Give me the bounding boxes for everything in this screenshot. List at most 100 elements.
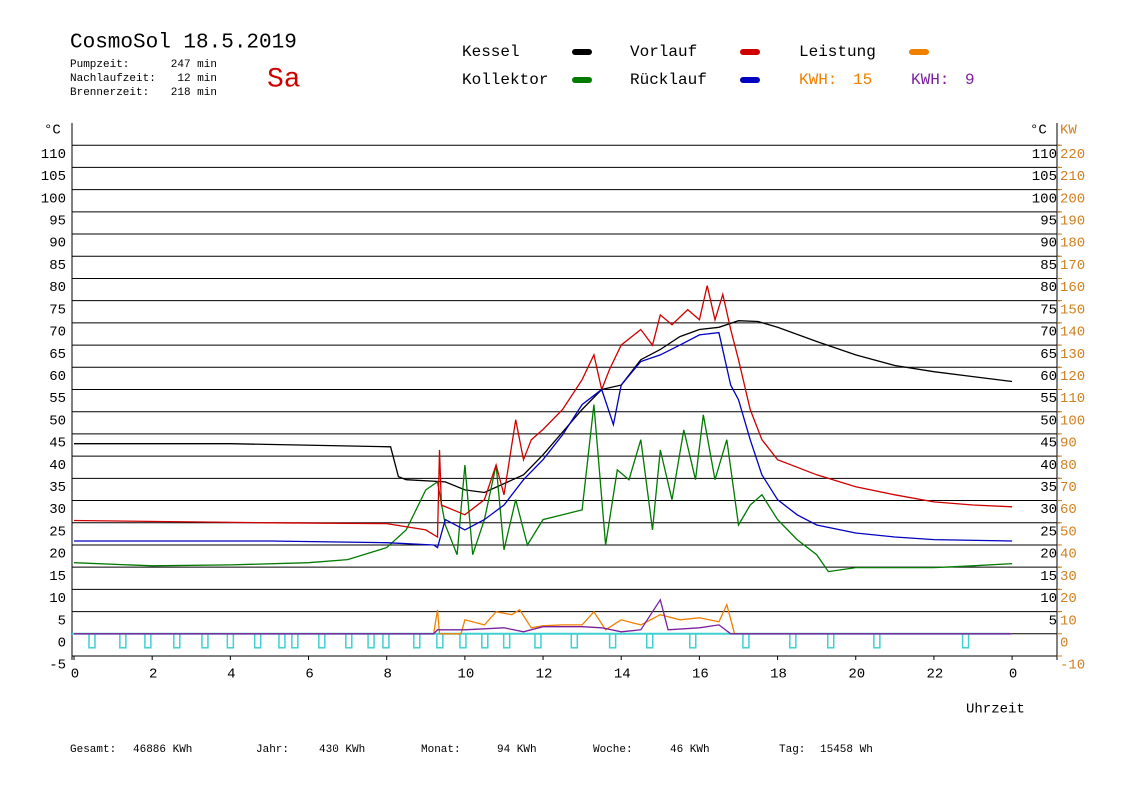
y2-tick-label: 190 <box>1060 214 1085 230</box>
y-unit: °C <box>44 123 61 139</box>
footer-label: Tag: <box>779 744 805 756</box>
y-tick-label: 0 <box>58 635 66 651</box>
y2-tick-label: 30 <box>1060 569 1077 585</box>
pump-marker <box>345 633 353 649</box>
y-tick-label: 70 <box>49 325 66 341</box>
y-tick-label-right: 50 <box>1040 413 1057 429</box>
y2-tick-label: 90 <box>1060 436 1077 452</box>
y-tick-label: 75 <box>49 302 66 318</box>
pump-marker <box>459 633 467 649</box>
stat-label: Nachlaufzeit: <box>70 73 156 85</box>
legend-label: Rücklauf <box>630 71 707 89</box>
footer-value: 15458 Wh <box>820 744 873 756</box>
y2-tick-label: 110 <box>1060 391 1085 407</box>
x-tick-label: 12 <box>536 667 553 683</box>
y-tick-label-right: 70 <box>1040 325 1057 341</box>
y2-tick-label: 40 <box>1060 547 1077 563</box>
pump-marker <box>88 633 96 649</box>
x-tick-label: 4 <box>227 667 235 683</box>
y-tick-label: 50 <box>49 413 66 429</box>
footer-value: 94 KWh <box>497 744 537 756</box>
pump-marker <box>291 633 299 649</box>
plot <box>72 285 1013 649</box>
x-tick-label: 2 <box>149 667 157 683</box>
series-line <box>74 331 1013 549</box>
y-tick-label: 25 <box>49 524 66 540</box>
y-tick-label: 15 <box>49 569 66 585</box>
series-line <box>73 285 1013 539</box>
series-line <box>74 602 1013 635</box>
series-line <box>74 598 1013 635</box>
y-tick-label-right: 95 <box>1040 214 1057 230</box>
y-tick-label-right: 85 <box>1040 258 1057 274</box>
y-tick-label: 90 <box>49 236 66 252</box>
pump-marker <box>253 633 262 649</box>
pump-marker <box>413 633 421 649</box>
y-tick-label: 40 <box>49 458 66 474</box>
y-tick-label-right: 30 <box>1040 502 1057 518</box>
y2-tick-label: 10 <box>1060 613 1077 629</box>
legend-label: Leistung <box>799 43 876 61</box>
x-tick-label: 8 <box>383 667 391 683</box>
pump-marker <box>608 633 617 649</box>
x-tick-label: 0 <box>1009 667 1017 683</box>
y2-tick-label: 220 <box>1060 147 1085 163</box>
x-axis-label: Uhrzeit <box>966 702 1025 718</box>
y2-tick-label: 100 <box>1060 413 1085 429</box>
y-tick-label-right: 25 <box>1040 524 1057 540</box>
pump-marker <box>742 633 750 649</box>
y-tick-label-right: 5 <box>1049 613 1057 629</box>
pump-marker <box>481 633 489 649</box>
pump-marker <box>382 633 390 649</box>
y-tick-label: 60 <box>49 369 66 385</box>
y-tick-label: 10 <box>49 591 66 607</box>
y-tick-label: 85 <box>49 258 66 274</box>
footer-value: 46 KWh <box>670 744 710 756</box>
x-tick-label: 18 <box>770 667 787 683</box>
y-tick-label: 45 <box>49 436 66 452</box>
stat-value: 218 min <box>171 87 217 99</box>
y-tick-label-right: 40 <box>1040 458 1057 474</box>
stat-value: 12 min <box>177 73 217 85</box>
y-tick-label: 55 <box>49 391 66 407</box>
y2-tick-label: 210 <box>1060 169 1085 185</box>
y-tick-label: 65 <box>49 347 66 363</box>
y2-tick-label: 80 <box>1060 458 1077 474</box>
x-tick-label: 6 <box>305 667 313 683</box>
y-tick-label-right: 55 <box>1040 391 1057 407</box>
y2-tick-label: 160 <box>1060 280 1085 296</box>
weekday: Sa <box>267 64 301 95</box>
legend-label: Kessel <box>462 43 520 61</box>
legend-label: Vorlauf <box>630 43 697 61</box>
y-tick-label: 100 <box>41 191 66 207</box>
kwh-label: KWH: <box>911 71 949 89</box>
footer-label: Jahr: <box>256 744 289 756</box>
pump-marker <box>502 633 511 649</box>
y-tick-label-right: 45 <box>1040 436 1057 452</box>
footer-label: Woche: <box>593 744 633 756</box>
pump-marker <box>961 633 970 649</box>
y-tick-label-right: 90 <box>1040 236 1057 252</box>
pump-marker <box>278 633 286 649</box>
chart-title: CosmoSol 18.5.2019 <box>70 32 297 55</box>
y2-tick-label: 0 <box>1060 635 1068 651</box>
y2-tick-label: 130 <box>1060 347 1085 363</box>
pump-marker <box>173 633 181 649</box>
pump-marker <box>226 633 235 649</box>
x-tick-label: 16 <box>692 667 709 683</box>
y-tick-label-right: 10 <box>1040 591 1057 607</box>
pump-marker <box>873 633 881 649</box>
kwh-label: KWH: <box>799 71 837 89</box>
y-tick-label: 105 <box>41 169 66 185</box>
pump-marker <box>318 633 326 649</box>
legend-label: Kollektor <box>462 71 548 89</box>
pump-marker <box>144 633 152 649</box>
series-line <box>74 320 1013 494</box>
y2-tick-label: 60 <box>1060 502 1077 518</box>
y-tick-label-right: 80 <box>1040 280 1057 296</box>
stat-value: 247 min <box>171 59 217 71</box>
pump-marker <box>534 633 542 649</box>
y2-tick-label: 170 <box>1060 258 1085 274</box>
